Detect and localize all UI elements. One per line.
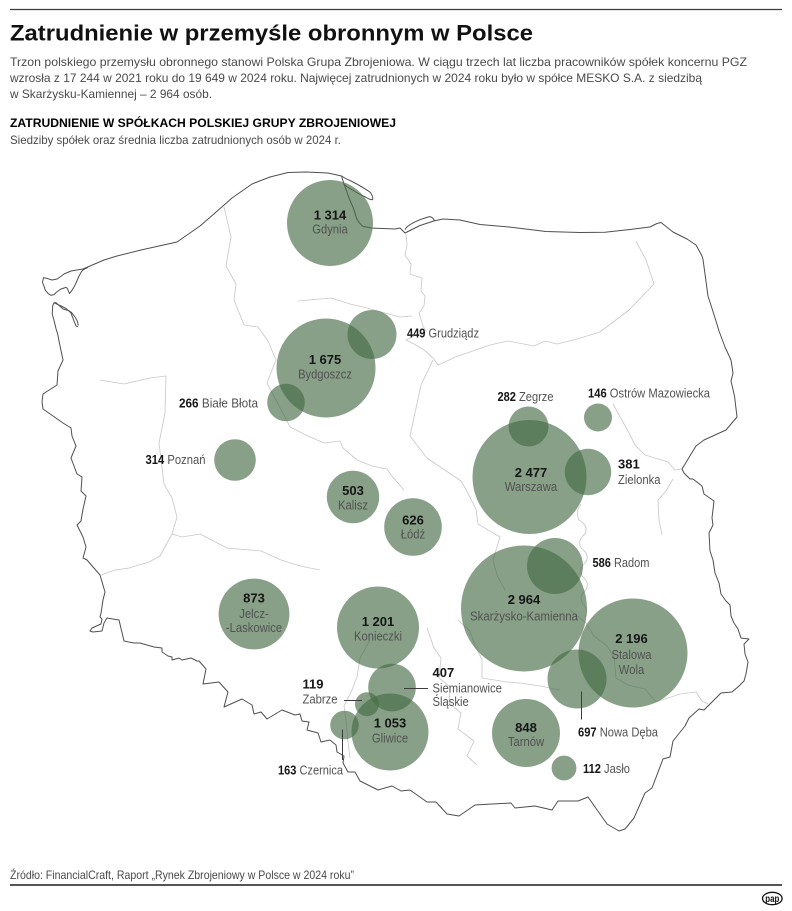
svg-text:Zabrze: Zabrze: [303, 691, 338, 706]
svg-text:503: 503: [342, 483, 364, 498]
svg-text:Konieczki: Konieczki: [354, 629, 402, 644]
svg-text:Wola: Wola: [619, 662, 645, 677]
svg-text:Siedziby spółek oraz średnia l: Siedziby spółek oraz średnia liczba zatr…: [10, 133, 341, 147]
svg-text:Zielonka: Zielonka: [618, 472, 661, 487]
svg-text:449 Grudziądz: 449 Grudziądz: [407, 326, 479, 341]
svg-text:Kalisz: Kalisz: [338, 497, 368, 512]
svg-text:-Laskowice: -Laskowice: [226, 620, 282, 635]
svg-text:Gdynia: Gdynia: [312, 222, 348, 237]
svg-text:119: 119: [303, 677, 324, 692]
svg-text:112 Jasło: 112 Jasło: [583, 761, 630, 776]
svg-text:407: 407: [433, 665, 455, 680]
svg-text:Bydgoszcz: Bydgoszcz: [298, 366, 352, 381]
svg-text:Łódź: Łódź: [401, 527, 425, 542]
svg-text:163 Czernica: 163 Czernica: [278, 763, 344, 778]
svg-text:1 053: 1 053: [374, 716, 407, 731]
svg-text:Siemianowice: Siemianowice: [433, 680, 502, 695]
svg-text:2 477: 2 477: [515, 465, 548, 480]
svg-text:Gliwice: Gliwice: [372, 731, 408, 746]
svg-text:wzrosła z 17 244 w 2021 roku d: wzrosła z 17 244 w 2021 roku do 19 649 w…: [9, 71, 702, 85]
svg-text:Warszawa: Warszawa: [505, 479, 558, 494]
svg-text:Jelcz-: Jelcz-: [239, 606, 268, 621]
svg-text:Skarżysko-Kamienna: Skarżysko-Kamienna: [470, 609, 579, 624]
svg-text:697 Nowa Dęba: 697 Nowa Dęba: [578, 724, 659, 739]
svg-text:266 Białe Błota: 266 Białe Błota: [179, 396, 259, 411]
svg-text:pap: pap: [765, 894, 779, 905]
svg-text:873: 873: [243, 590, 265, 605]
svg-text:314 Poznań: 314 Poznań: [146, 452, 206, 467]
svg-text:586 Radom: 586 Radom: [593, 555, 650, 570]
svg-text:ZATRUDNIENIE W SPÓŁKACH POLSKI: ZATRUDNIENIE W SPÓŁKACH POLSKIEJ GRUPY Z…: [10, 115, 396, 130]
svg-text:Śląskie: Śląskie: [433, 694, 469, 709]
svg-text:Trzon polskiego przemysłu obro: Trzon polskiego przemysłu obronnego stan…: [10, 55, 747, 69]
svg-text:1 675: 1 675: [309, 352, 342, 367]
svg-text:Zatrudnienie w przemyśle obron: Zatrudnienie w przemyśle obronnym w Pols…: [10, 21, 533, 46]
svg-text:2 964: 2 964: [508, 592, 541, 607]
svg-text:Tarnów: Tarnów: [508, 734, 545, 749]
svg-text:Źródło: FinancialCraft, Raport: Źródło: FinancialCraft, Raport „Rynek Zb…: [10, 867, 354, 882]
svg-text:282 Zegrze: 282 Zegrze: [498, 389, 554, 404]
svg-text:1 314: 1 314: [314, 208, 347, 223]
svg-text:Stalowa: Stalowa: [612, 647, 653, 662]
svg-text:146 Ostrów Mazowiecka: 146 Ostrów Mazowiecka: [588, 386, 711, 401]
svg-text:1 201: 1 201: [362, 614, 395, 629]
svg-text:848: 848: [515, 720, 537, 735]
svg-text:381: 381: [618, 457, 640, 472]
svg-text:2 196: 2 196: [615, 631, 648, 646]
svg-text:w Skarżysku-Kamiennej – 2 964: w Skarżysku-Kamiennej – 2 964 osób.: [9, 87, 212, 101]
svg-text:626: 626: [402, 512, 424, 527]
